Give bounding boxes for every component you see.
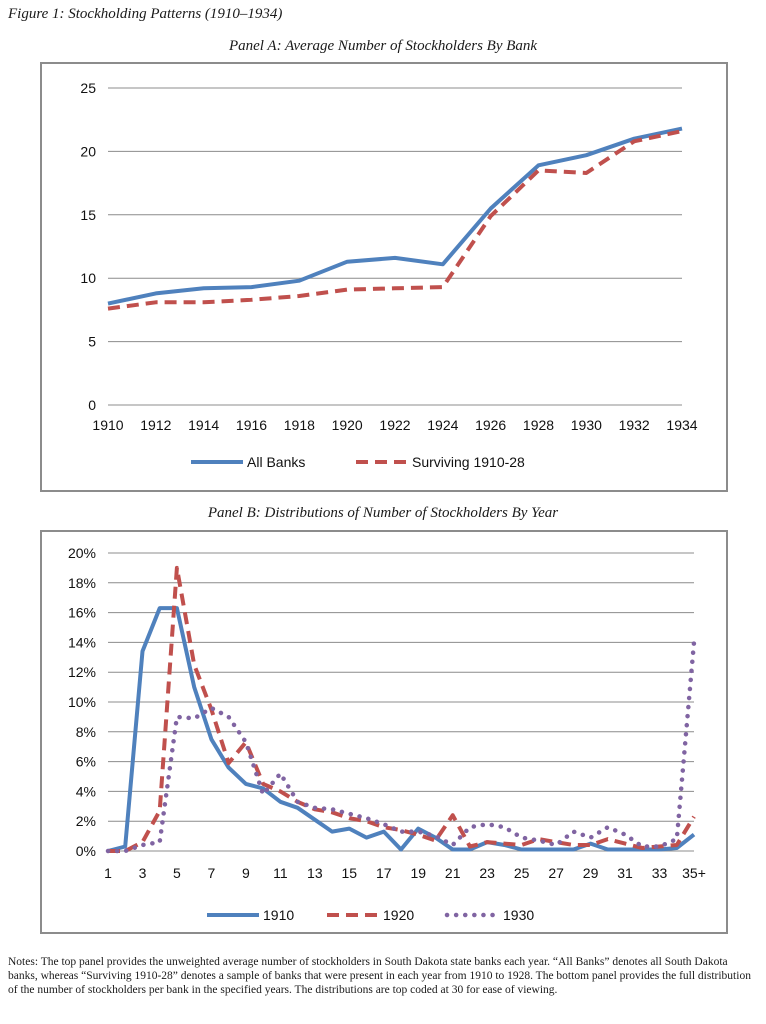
panel-a-x-tick-label: 1916: [236, 417, 267, 433]
figure-title: Figure 1: Stockholding Patterns (1910–19…: [8, 6, 283, 22]
panel-b-y-tick-label: 12%: [68, 664, 96, 680]
panel-b-x-tick-label: 35+: [682, 865, 706, 881]
panel-b-y-tick-label: 2%: [76, 813, 96, 829]
panel-b-x-tick-label: 23: [479, 865, 495, 881]
panel-a-chart: 0 5 10 15 20 25 1910 1912 1914 1916 1918 1920 1922 19…: [80, 80, 697, 470]
panel-b-x-tick-label: 17: [376, 865, 392, 881]
panel-a-x-tick-label: 1926: [475, 417, 506, 433]
panel-a-y-tick-label: 20: [80, 143, 96, 159]
panel-a-x-tick-label: 1912: [140, 417, 171, 433]
panel-b-x-tick-label: 11: [273, 865, 288, 881]
panel-b-x-tick-label: 33: [652, 865, 668, 881]
panel-b-x-tick-label: 7: [208, 865, 216, 881]
panel-a-x-tick-label: 1930: [571, 417, 602, 433]
panel-a-y-tick-label: 10: [80, 270, 96, 286]
panel-a-series-line-2: [107, 129, 683, 311]
figure-notes: Notes: The top panel provides the unweig…: [8, 956, 751, 996]
panel-b-x-tick-label: 31: [617, 865, 633, 881]
panel-a-series-line-1: [107, 126, 683, 306]
panel-b-x-tick-label: 19: [410, 865, 426, 881]
panel-b-x-tick-label: 25: [514, 865, 530, 881]
panel-b-chart: 0%2%4%6%8%10%12%14%16%18%20%1 3 5 7 9 11 13 15 1…: [68, 545, 706, 923]
panel-a-title: Panel A: Average Number of Stockholders …: [228, 38, 538, 54]
panel-b-y-tick-label: 8%: [76, 724, 96, 740]
panel-b-x-tick-label: 15: [342, 865, 358, 881]
panel-a-y-tick-label: 25: [80, 80, 96, 96]
panel-b-legend-label-2: 1920: [383, 907, 414, 923]
panel-b-y-tick-label: 6%: [76, 754, 96, 770]
panel-b-series-line-2: [108, 565, 696, 853]
panel-a-x-tick-label: 1918: [284, 417, 315, 433]
panel-a-x-tick-label: 1922: [379, 417, 410, 433]
panel-b-y-tick-label: 14%: [68, 634, 96, 650]
panel-a-x-tick-label: 1932: [619, 417, 650, 433]
panel-a-x-tick-label: 1924: [427, 417, 458, 433]
panel-b-legend-label-1: 1910: [263, 907, 294, 923]
panel-b-title: Panel B: Distributions of Number of Stoc…: [207, 505, 559, 521]
panel-b-x-tick-label: 9: [242, 865, 250, 881]
panel-a-legend-label-2: Surviving 1910-28: [412, 454, 525, 470]
panel-a-y-tick-label: 0: [88, 397, 96, 413]
panel-b-y-tick-label: 10%: [68, 694, 96, 710]
panel-b-series-line-1: [107, 606, 696, 853]
panel-b-x-tick-label: 21: [445, 865, 461, 881]
panel-a-y-tick-label: 15: [80, 207, 96, 223]
panel-b-y-tick-label: 0%: [76, 843, 96, 859]
panel-a-legend-label-1: All Banks: [247, 454, 305, 470]
panel-b-x-tick-label: 27: [548, 865, 564, 881]
panel-a-x-tick-label: 1910: [92, 417, 123, 433]
panel-b-y-tick-label: 16%: [68, 605, 96, 621]
panel-b-legend-label-3: 1930: [503, 907, 534, 923]
panel-a-y-tick-label: 5: [88, 334, 96, 350]
panel-b-x-tick-label: 3: [139, 865, 147, 881]
panel-b-x-tick-label: 5: [173, 865, 181, 881]
panel-a-x-tick-label: 1928: [523, 417, 554, 433]
panel-b-y-tick-label: 18%: [68, 575, 96, 591]
panel-a-x-tick-label: 1914: [188, 417, 219, 433]
panel-b-x-tick-label: 1: [104, 865, 112, 881]
panel-a-x-tick-label: 1920: [332, 417, 363, 433]
panel-b-y-tick-label: 20%: [68, 545, 96, 561]
panel-b-x-tick-label: 13: [307, 865, 323, 881]
panel-b-y-tick-label: 4%: [76, 783, 96, 799]
panel-a-x-tick-label: 1934: [666, 417, 697, 433]
panel-b-series-line-3: [105, 640, 697, 854]
panel-a-frame: 0 5 10 15 20 25 1910 1912 1914 1916 1918 1920 1922 19…: [40, 62, 728, 492]
panel-b-x-tick-label: 29: [583, 865, 599, 881]
panel-b-frame: 0% 2% 4% 6% 8% 10% 12% 14% 16% 18% 20% 1 3 5 7 9 11 13 15 1…: [40, 530, 728, 934]
